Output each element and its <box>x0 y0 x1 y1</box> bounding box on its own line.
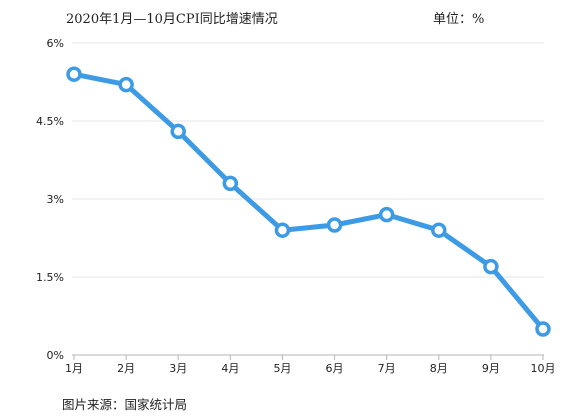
unit-label: 单位：% <box>433 12 485 27</box>
data-point <box>66 66 82 82</box>
x-tick-label: 8月 <box>430 362 448 375</box>
y-tick-label: 1.5% <box>36 271 64 284</box>
x-tick-label: 2月 <box>117 362 135 375</box>
data-point <box>222 175 239 192</box>
source-note: 图片来源：国家统计局 <box>62 397 188 412</box>
x-tick-label: 4月 <box>221 362 239 375</box>
x-tick-label: 7月 <box>378 362 396 375</box>
grid-lines <box>72 42 544 356</box>
data-point <box>378 206 395 223</box>
data-point <box>170 123 186 140</box>
y-tick-label: 4.5% <box>36 115 64 128</box>
x-tick-label: 10月 <box>531 362 556 375</box>
data-point <box>274 222 291 238</box>
data-point <box>118 76 134 93</box>
y-axis-ticks: 0% 1.5% 3% 4.5% 6% <box>36 37 64 362</box>
data-point <box>326 217 343 233</box>
y-tick-label: 3% <box>47 193 64 206</box>
x-tick-label: 5月 <box>273 362 291 375</box>
x-tick-label: 6月 <box>326 362 344 375</box>
x-axis-ticks: 1月 2月 3月 4月 5月 6月 7月 8月 9月 10月 <box>65 355 556 375</box>
y-tick-label: 0% <box>47 349 64 362</box>
data-point <box>431 222 447 238</box>
data-point <box>483 258 499 275</box>
x-tick-label: 9月 <box>482 362 500 375</box>
line-chart: 0% 1.5% 3% 4.5% 6% 1月 2月 3月 4月 5月 6月 7月 8月 9月 10月 <box>36 37 556 375</box>
data-points <box>66 66 551 337</box>
y-tick-label: 6% <box>47 37 64 50</box>
data-point <box>535 321 551 337</box>
x-tick-label: 3月 <box>169 362 187 375</box>
series-cpi <box>71 71 546 332</box>
chart-title: 2020年1月—10月CPI同比增速情况 <box>66 12 278 27</box>
series-line <box>71 71 546 332</box>
x-tick-label: 1月 <box>65 362 83 375</box>
